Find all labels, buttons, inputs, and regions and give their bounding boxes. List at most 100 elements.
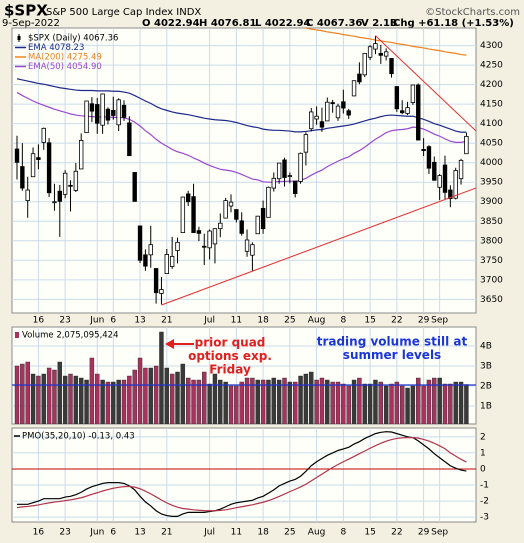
candle-body	[421, 149, 426, 151]
candle-body	[426, 146, 432, 169]
candle-body	[137, 225, 143, 261]
x-tick-label: 18	[257, 316, 269, 326]
y-tick-label: 0	[480, 464, 486, 474]
candle-body	[373, 43, 378, 50]
candle-body	[202, 245, 207, 248]
volume-bar	[20, 363, 25, 424]
y-tick-label: 3B	[480, 362, 492, 372]
volume-bar	[143, 367, 148, 424]
symbol-name: S&P 500 Large Cap Index INDX	[46, 7, 201, 18]
volume-bar	[266, 379, 271, 424]
y-tick-label: 3750	[480, 256, 503, 266]
x-tick-label: 15	[364, 528, 375, 538]
volume-bar	[159, 331, 164, 424]
candle-body	[164, 254, 169, 274]
candle-body	[378, 52, 383, 56]
volume-bar	[196, 379, 202, 424]
volume-bar	[244, 377, 250, 424]
candle-body	[410, 84, 416, 103]
volume-bar	[314, 379, 319, 424]
candle-body	[191, 196, 196, 233]
volume-bar	[111, 381, 116, 424]
x-tick-label: 13	[134, 528, 145, 538]
candle-body	[330, 102, 335, 104]
candle-body	[180, 196, 186, 233]
y-tick-label: -3	[480, 513, 489, 523]
volume-bar	[30, 373, 36, 424]
candle-body	[341, 101, 346, 109]
volume-bar	[25, 361, 30, 424]
candle-body	[319, 121, 325, 128]
high: H 4076.81	[199, 18, 256, 29]
volume-bar	[416, 377, 421, 424]
x-tick-label: 23	[59, 316, 70, 326]
candle-body	[52, 201, 57, 204]
change: Chg +61.18 (+1.53%)	[393, 18, 514, 29]
volume-bar	[175, 371, 180, 424]
x-tick-label: 22	[391, 528, 402, 538]
y-tick-label: -1	[480, 481, 489, 491]
y-tick-label: 4250	[480, 61, 503, 71]
volume-bar	[137, 357, 143, 424]
candle-body	[416, 84, 421, 141]
candle-body	[405, 107, 410, 114]
x-tick-label: Aug	[308, 528, 326, 538]
candle-body	[464, 135, 469, 155]
x-tick-label: Aug	[308, 316, 326, 326]
date: 9-Sep-2022	[2, 18, 60, 29]
candle-body	[20, 166, 25, 189]
x-tick-label: 25	[284, 316, 295, 326]
candle-body	[228, 201, 234, 207]
plot-area	[12, 431, 476, 517]
x-tick-label: 11	[231, 528, 242, 538]
volume-bar	[255, 379, 260, 424]
candle-body	[212, 228, 218, 245]
candle-body	[309, 111, 314, 130]
legend-label: EMA(50) 4054.90	[28, 62, 102, 72]
volume-bar	[405, 387, 410, 424]
x-tick-label: Jul	[203, 316, 215, 326]
support-trendline	[161, 187, 476, 306]
x-tick-label: Sep	[431, 528, 448, 538]
volume-bar	[185, 377, 191, 424]
volume-bar	[46, 367, 52, 424]
candle-body	[255, 215, 260, 235]
volume-bar	[250, 377, 255, 424]
volume-bar	[169, 373, 175, 424]
volume-bar	[432, 377, 437, 424]
candle-body	[367, 46, 373, 58]
candle-body	[437, 175, 442, 188]
line	[16, 78, 467, 133]
x-tick-label: 13	[134, 316, 145, 326]
volume-bar	[357, 377, 362, 424]
y-tick-label: 4300	[480, 41, 503, 51]
candle-body	[244, 239, 250, 252]
x-tick-label: 6	[110, 528, 116, 538]
volume-bar	[378, 381, 383, 424]
candle-body	[111, 109, 116, 116]
resistance-trendline	[375, 35, 476, 132]
line	[301, 28, 467, 56]
candle-body	[148, 244, 153, 256]
candle-body	[453, 170, 458, 199]
volume-bar	[68, 373, 73, 424]
candle-body	[314, 115, 319, 120]
volume-bar	[116, 379, 121, 424]
y-tick-label: 4B	[480, 342, 492, 352]
volume-bar	[271, 377, 276, 424]
candle-body	[132, 172, 137, 202]
y-tick-label: 2B	[480, 382, 492, 392]
volume-bar	[453, 381, 458, 424]
x-tick-label: 21	[161, 528, 172, 538]
x-tick-label: 18	[257, 528, 269, 538]
legend-label: EMA 4078.23	[28, 43, 84, 53]
x-tick-label: 16	[33, 316, 45, 326]
volume-bar	[14, 365, 20, 424]
arrow-head	[165, 339, 174, 349]
annotation: options exp.	[188, 349, 272, 363]
y-tick-label: 3850	[480, 217, 503, 227]
candle-body	[116, 99, 121, 126]
candle-body	[335, 105, 341, 119]
volume-bar	[276, 379, 282, 424]
volume-bar	[148, 367, 153, 424]
